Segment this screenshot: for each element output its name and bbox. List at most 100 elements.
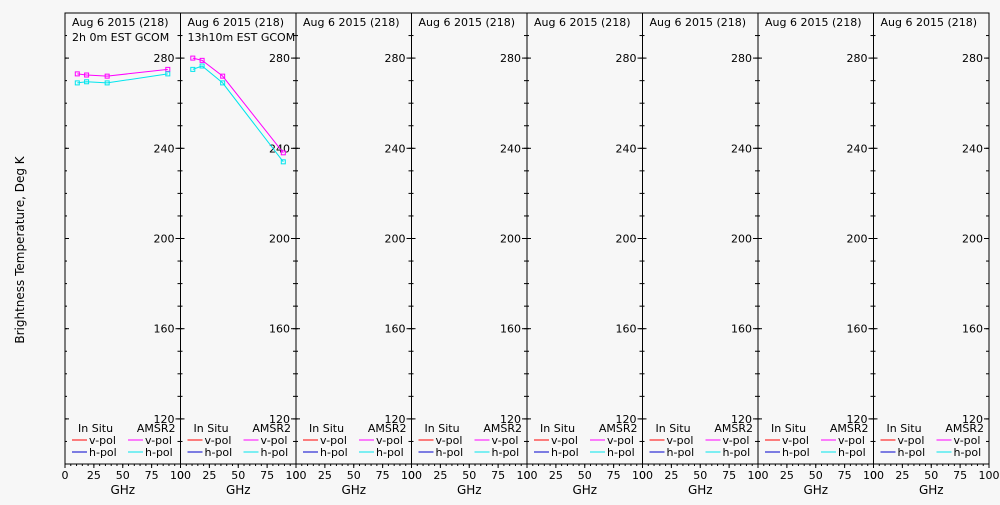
x-tick-label: 25 (202, 469, 216, 482)
data-point (199, 57, 205, 63)
panel-title: Aug 6 2015 (218) (534, 16, 631, 29)
legend-insitu-hpol-label: h-pol (205, 446, 233, 459)
x-tick-label: 100 (979, 469, 1000, 482)
panel-4: 120 160 200 240 280 0 25 50 75 100 GHz Aug 6 2015 (… (408, 12, 538, 497)
legend-in-situ-header: In Situ (771, 422, 806, 435)
y-tick-label: 240 (500, 142, 521, 155)
y-tick-label: 240 (616, 142, 637, 155)
x-tick-label: 50 (924, 469, 938, 482)
x-tick-label: 50 (462, 469, 476, 482)
legend-amsr2-header: AMSR2 (137, 422, 176, 435)
legend-amsr2-header: AMSR2 (945, 422, 984, 435)
legend-amsr2-hpol-label: h-pol (492, 446, 520, 459)
x-tick-label: 50 (116, 469, 130, 482)
y-tick-label: 200 (616, 233, 637, 246)
data-point (280, 159, 286, 165)
x-tick-label: 100 (517, 469, 538, 482)
y-tick-label: 120 (154, 413, 175, 426)
panel-title: Aug 6 2015 (218) (188, 16, 285, 29)
legend-amsr2-hpol-label: h-pol (376, 446, 404, 459)
y-tick-label: 120 (500, 413, 521, 426)
panel-title: Aug 6 2015 (218) (419, 16, 516, 29)
legend-insitu-hpol-label: h-pol (436, 446, 464, 459)
legend-amsr2-hpol-label: h-pol (723, 446, 751, 459)
panel-1: 120 160 200 240 280 0 25 50 75 100 GHz Aug 6 2015 (… (62, 12, 191, 497)
legend-insitu-hpol-label: h-pol (667, 446, 695, 459)
x-tick-label: 75 (260, 469, 274, 482)
legend-insitu-vpol-label: v-pol (205, 434, 232, 447)
x-tick-label: 0 (293, 469, 300, 482)
y-tick-label: 160 (847, 323, 868, 336)
legend-amsr2-vpol-label: v-pol (607, 434, 634, 447)
y-tick-label: 200 (269, 233, 290, 246)
y-tick-label: 160 (731, 323, 752, 336)
x-tick-label: 25 (895, 469, 909, 482)
y-tick-label: 240 (154, 142, 175, 155)
x-axis-label: GHz (226, 483, 251, 497)
legend-amsr2-vpol-label: v-pol (145, 434, 172, 447)
y-tick-label: 200 (962, 233, 983, 246)
legend-insitu-hpol-label: h-pol (89, 446, 117, 459)
x-tick-label: 75 (376, 469, 390, 482)
data-point (280, 150, 286, 156)
x-tick-label: 50 (231, 469, 245, 482)
x-tick-label: 0 (62, 469, 69, 482)
x-tick-label: 75 (491, 469, 505, 482)
y-tick-label: 240 (962, 142, 983, 155)
y-axis-label: Brightness Temperature, Deg K (13, 155, 27, 343)
legend-amsr2-vpol-label: v-pol (261, 434, 288, 447)
x-tick-label: 75 (838, 469, 852, 482)
legend-in-situ-header: In Situ (425, 422, 460, 435)
x-tick-label: 25 (780, 469, 794, 482)
legend-insitu-vpol-label: v-pol (436, 434, 463, 447)
panel-7: 120 160 200 240 280 0 25 50 75 100 GHz Aug 6 2015 (… (755, 12, 884, 497)
legend-amsr2-hpol-label: h-pol (261, 446, 289, 459)
x-tick-label: 25 (433, 469, 447, 482)
data-point (74, 80, 80, 86)
y-tick-label: 280 (962, 52, 983, 65)
legend-insitu-hpol-label: h-pol (898, 446, 926, 459)
legend-in-situ-header: In Situ (194, 422, 229, 435)
y-tick-label: 240 (385, 142, 406, 155)
x-tick-label: 0 (408, 469, 415, 482)
legend-amsr2-vpol-label: v-pol (723, 434, 750, 447)
x-tick-label: 100 (863, 469, 884, 482)
y-tick-label: 280 (847, 52, 868, 65)
legend-insitu-vpol-label: v-pol (89, 434, 116, 447)
x-tick-label: 75 (145, 469, 159, 482)
legend-in-situ-header: In Situ (656, 422, 691, 435)
legend-amsr2-header: AMSR2 (368, 422, 407, 435)
y-tick-label: 280 (500, 52, 521, 65)
x-axis-label: GHz (572, 483, 597, 497)
legend-insitu-vpol-label: v-pol (551, 434, 578, 447)
legend-insitu-hpol-label: h-pol (782, 446, 810, 459)
x-tick-label: 100 (748, 469, 769, 482)
panel-6: 120 160 200 240 280 0 25 50 75 100 GHz Aug 6 2015 (… (639, 12, 769, 497)
legend-amsr2-header: AMSR2 (599, 422, 638, 435)
legend-insitu-hpol-label: h-pol (320, 446, 348, 459)
y-tick-label: 160 (962, 323, 983, 336)
data-point (190, 66, 196, 72)
data-point (104, 73, 110, 79)
y-tick-label: 280 (616, 52, 637, 65)
x-axis-label: GHz (457, 483, 482, 497)
legend-insitu-vpol-label: v-pol (898, 434, 925, 447)
legend-amsr2-header: AMSR2 (714, 422, 753, 435)
y-tick-label: 200 (154, 233, 175, 246)
x-tick-label: 100 (286, 469, 307, 482)
data-point (84, 79, 90, 85)
legend-in-situ-header: In Situ (887, 422, 922, 435)
panel-title: Aug 6 2015 (218) (765, 16, 862, 29)
panel-subtitle: 2h 0m EST GCOM (72, 31, 169, 44)
x-tick-label: 50 (578, 469, 592, 482)
y-tick-label: 200 (847, 233, 868, 246)
legend-insitu-vpol-label: v-pol (320, 434, 347, 447)
legend-amsr2-header: AMSR2 (252, 422, 291, 435)
panel-title: Aug 6 2015 (218) (72, 16, 169, 29)
x-tick-label: 0 (639, 469, 646, 482)
data-point (165, 71, 171, 77)
y-tick-label: 160 (385, 323, 406, 336)
